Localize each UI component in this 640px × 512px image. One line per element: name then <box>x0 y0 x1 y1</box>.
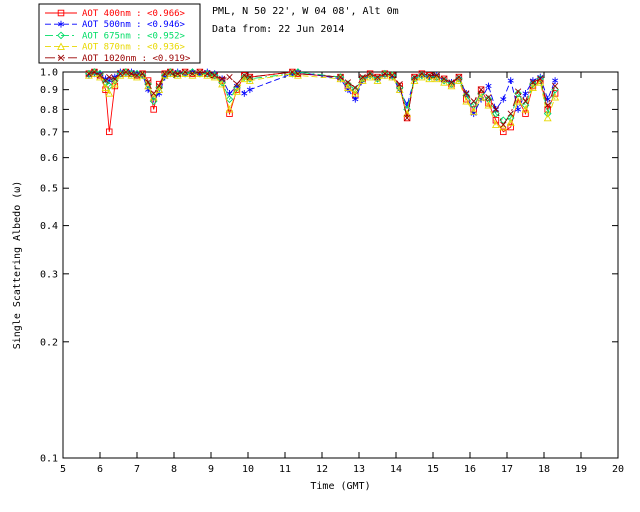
legend-label: AOT 400nm : <0.966> <box>82 9 186 19</box>
legend-label: AOT 500nm : <0.946> <box>82 20 186 30</box>
x-axis-label: Time (GMT) <box>310 481 370 492</box>
x-tick-label: 14 <box>390 464 402 475</box>
y-tick-label: 0.4 <box>40 221 58 232</box>
x-axis: 5 6 7 8 9 10 11 12 13 14 15 16 17 18 19 20 Time (GMT) <box>60 72 624 492</box>
site-info-text: PML, N 50 22', W 04 08', Alt 0m <box>212 6 399 17</box>
y-tick-label: 0.2 <box>40 337 58 348</box>
legend-label: AOT 675nm : <0.952> <box>82 31 186 41</box>
date-info-text: Data from: 22 Jun 2014 <box>212 24 345 35</box>
x-tick-label: 15 <box>427 464 439 475</box>
x-tick-label: 16 <box>464 464 476 475</box>
x-tick-label: 8 <box>171 464 177 475</box>
y-tick-label: 0.1 <box>40 454 58 465</box>
y-tick-label: 0.6 <box>40 153 58 164</box>
x-tick-label: 13 <box>353 464 365 475</box>
series-aot-1020nm <box>85 68 559 128</box>
legend-label: AOT 1020nm : <0.919> <box>82 54 191 64</box>
legend-label: AOT 870nm : <0.936> <box>82 43 186 53</box>
x-tick-label: 10 <box>242 464 254 475</box>
x-tick-label: 11 <box>279 464 291 475</box>
series-aot-400nm <box>85 68 559 136</box>
x-tick-label: 19 <box>575 464 587 475</box>
y-tick-label: 0.5 <box>40 184 58 195</box>
y-axis-label: Single Scattering Albedo (ω) <box>12 181 23 350</box>
legend-item: AOT 1020nm : <0.919> <box>45 54 191 64</box>
y-axis: 1.0 0.9 0.8 0.7 0.6 0.5 0.4 0.3 0.2 0.1 Single Sca… <box>12 68 618 465</box>
x-tick-label: 6 <box>97 464 103 475</box>
legend-item: AOT 870nm : <0.936> <box>45 42 186 53</box>
y-tick-label: 1.0 <box>40 68 58 79</box>
legend-item: AOT 675nm : <0.952> <box>45 31 186 41</box>
x-tick-label: 18 <box>538 464 550 475</box>
legend-box <box>38 3 201 64</box>
x-tick-label: 20 <box>612 464 624 475</box>
y-tick-label: 0.8 <box>40 105 58 116</box>
x-tick-label: 9 <box>208 464 214 475</box>
axes <box>62 71 619 459</box>
x-tick-label: 7 <box>134 464 140 475</box>
legend-item: AOT 500nm : <0.946> <box>45 20 186 30</box>
x-tick-label: 17 <box>501 464 513 475</box>
legend-item: AOT 400nm : <0.966> <box>45 9 186 19</box>
y-tick-label: 0.9 <box>40 85 58 96</box>
x-tick-label: 5 <box>60 464 66 475</box>
legend: AOT 400nm : <0.966>AOT 500nm : <0.946>AO… <box>38 3 201 64</box>
y-tick-label: 0.3 <box>40 269 58 280</box>
y-tick-label: 0.7 <box>40 127 58 138</box>
x-tick-label: 12 <box>316 464 328 475</box>
